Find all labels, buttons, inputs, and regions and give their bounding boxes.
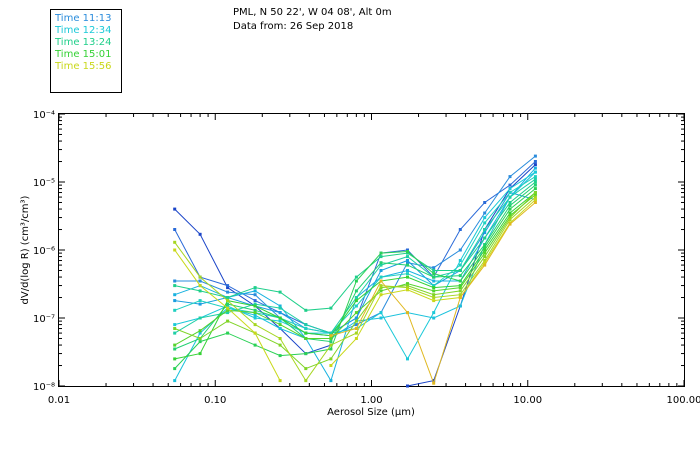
header-date: Data from: 26 Sep 2018 — [233, 21, 353, 32]
series-line — [174, 196, 536, 382]
series-s12 — [173, 187, 537, 371]
series-line — [174, 178, 536, 334]
legend-box — [50, 9, 122, 93]
legend-entry: Time 15:01 — [54, 49, 111, 60]
axis-ticks: 0.01 0.10 1.00 10.00 100.00 10⁻⁸ 10⁻⁷ 10⁻⁶ 10⁻⁵ 1… — [33, 110, 700, 406]
legend-entry: Time 12:34 — [54, 25, 111, 36]
series-line — [174, 192, 536, 360]
x-tick-label: 100.00 — [667, 395, 700, 406]
x-tick-label: 0.01 — [48, 395, 70, 406]
series-line — [174, 188, 536, 369]
series-line — [330, 199, 536, 366]
plot-frame — [58, 113, 685, 387]
series-s01 — [173, 163, 537, 388]
series-line — [174, 184, 536, 350]
header-location: PML, N 50 22', W 04 08', Alt 0m — [233, 7, 392, 18]
series-line — [174, 191, 536, 334]
series-line — [174, 181, 536, 311]
y-tick-label: 10⁻⁵ — [33, 178, 55, 189]
series-s10 — [173, 180, 537, 312]
series-line — [174, 192, 536, 370]
series-s17 — [173, 198, 537, 383]
series-line — [174, 155, 536, 337]
series-line — [174, 194, 536, 346]
x-tick-label: 1.00 — [360, 395, 382, 406]
series-s15 — [173, 191, 537, 371]
series-line — [174, 167, 536, 382]
legend-entry: Time 13:24 — [54, 37, 111, 48]
y-tick-label: 10⁻⁸ — [33, 382, 55, 393]
series-s05 — [173, 166, 537, 383]
y-tick-label: 10⁻⁷ — [33, 314, 55, 325]
x-axis-label: Aerosol Size (µm) — [327, 407, 415, 418]
series-layer — [173, 154, 537, 388]
x-tick-label: 10.00 — [513, 395, 542, 406]
legend-entry: Time 11:13 — [54, 13, 111, 24]
legend-entry: Time 15:56 — [54, 61, 111, 72]
series-s03 — [173, 154, 537, 338]
x-tick-label: 0.10 — [204, 395, 226, 406]
y-axis-label: dV/d(log R) (cm³/cm³) — [20, 195, 31, 304]
series-s18 — [329, 201, 537, 385]
y-tick-label: 10⁻⁶ — [33, 246, 55, 257]
series-line — [174, 249, 281, 381]
y-tick-label: 10⁻⁴ — [33, 110, 55, 121]
series-line — [330, 202, 536, 385]
series-s14 — [173, 193, 537, 347]
series-s16 — [173, 195, 537, 383]
